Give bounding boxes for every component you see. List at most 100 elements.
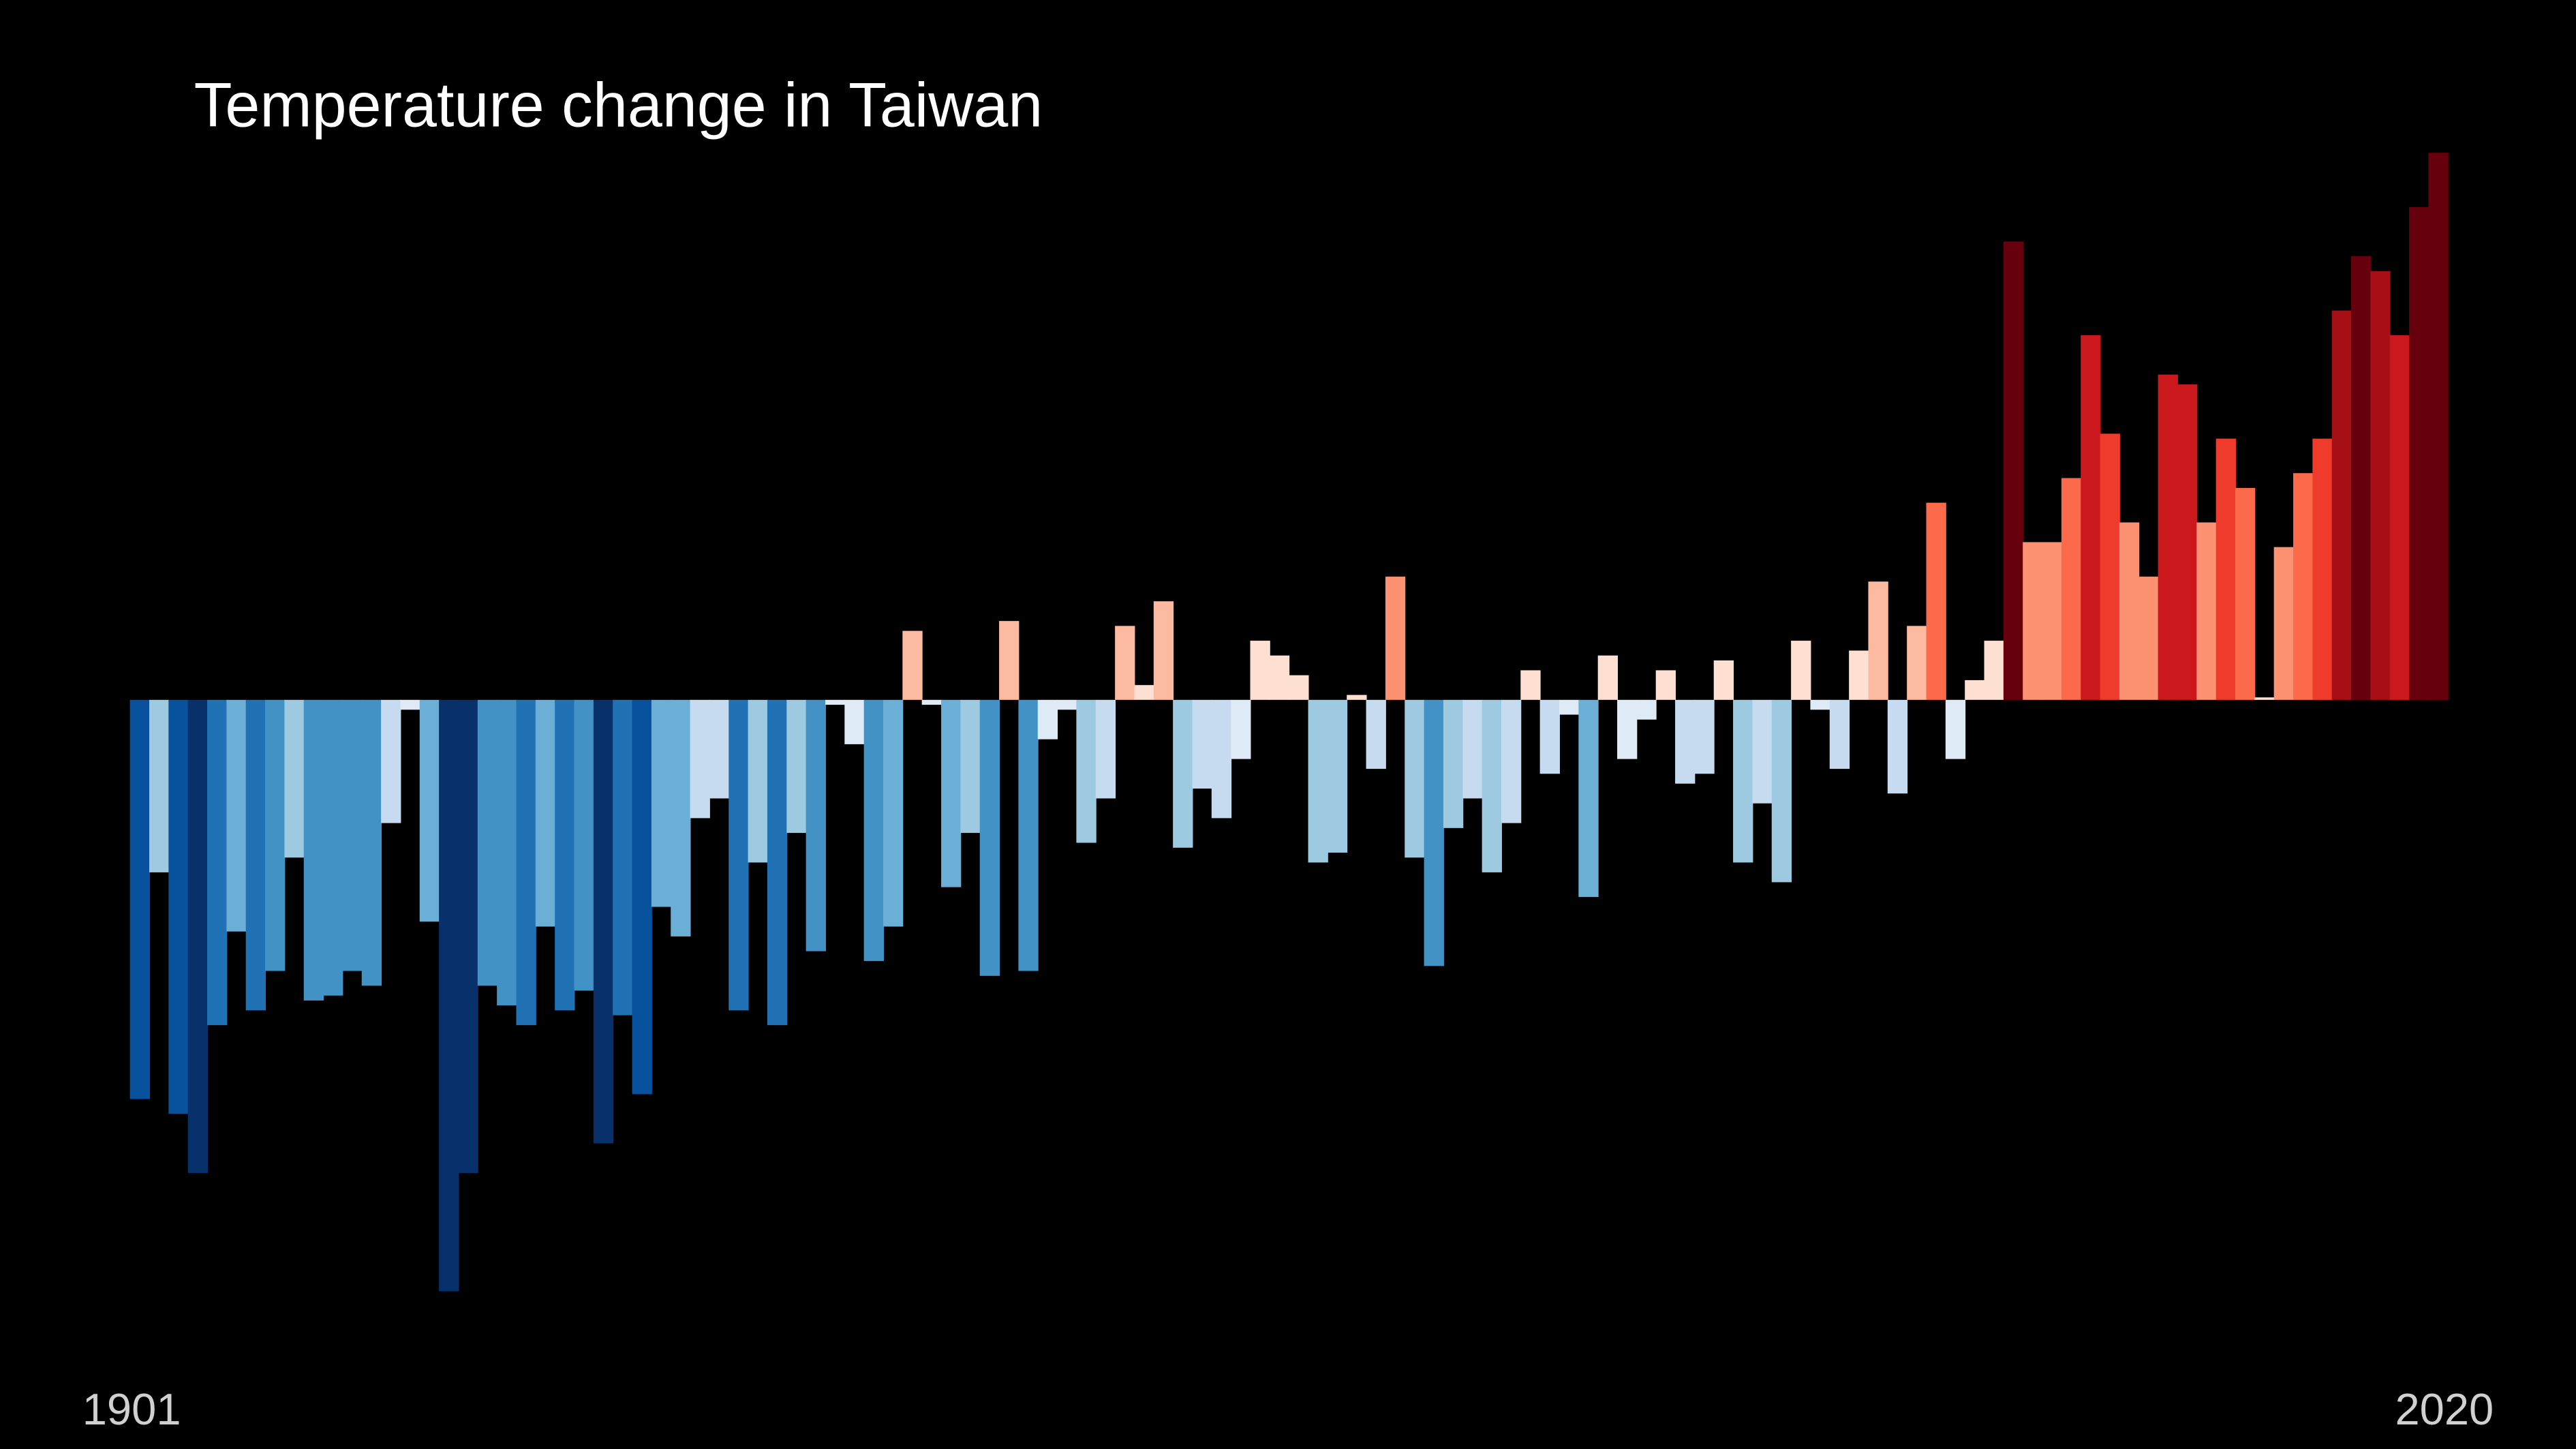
bar: [1057, 699, 1077, 710]
bar: [806, 699, 826, 951]
bar: [2409, 207, 2429, 700]
bar: [284, 699, 305, 858]
bar: [1366, 699, 1386, 769]
bar: [516, 699, 536, 1026]
bar: [323, 699, 343, 996]
bar: [941, 699, 962, 887]
bar: [1462, 699, 1483, 799]
bar: [2331, 310, 2352, 700]
bar: [2312, 438, 2333, 700]
bar: [1733, 699, 1753, 863]
bar: [245, 699, 266, 1011]
bar: [2081, 335, 2101, 700]
bar: [2042, 542, 2062, 700]
bar: [2196, 522, 2217, 700]
bar: [709, 699, 730, 799]
bar: [844, 699, 865, 744]
bar: [535, 699, 556, 927]
bar: [1520, 670, 1541, 700]
bar: [477, 699, 498, 986]
bar: [439, 699, 459, 1292]
bar: [902, 630, 923, 700]
bar: [2003, 241, 2024, 700]
bar: [2119, 522, 2140, 700]
bar: [786, 699, 807, 834]
chart-title: Temperature change in Taiwan: [194, 71, 1043, 140]
bar: [2100, 433, 2120, 700]
bar: [2177, 384, 2198, 700]
bar: [1887, 699, 1908, 794]
bar: [1752, 699, 1773, 804]
bar: [921, 699, 942, 705]
bar: [2293, 473, 2314, 700]
bar: [1405, 699, 1425, 858]
bar: [863, 699, 884, 962]
bar: [497, 699, 517, 1006]
bar: [1482, 699, 1502, 872]
bar: [2351, 256, 2372, 700]
bar: [342, 699, 363, 971]
bar: [187, 699, 208, 1174]
bar: [1810, 699, 1830, 710]
bar: [1926, 502, 1946, 700]
bar: [1443, 699, 1464, 828]
bar: [1868, 581, 1888, 700]
bar: [613, 699, 633, 1016]
bar: [1347, 695, 1367, 700]
bar: [1501, 699, 1522, 823]
bar: [149, 699, 170, 872]
bar: [1308, 699, 1328, 863]
bar: [1984, 641, 2004, 700]
bar: [1675, 699, 1696, 784]
bar: [265, 699, 286, 971]
bar: [1115, 626, 1135, 700]
bar: [1173, 699, 1193, 848]
bar: [2428, 153, 2449, 700]
bar: [361, 699, 382, 986]
bar: [1231, 699, 1251, 759]
bar: [2138, 577, 2159, 700]
bar: [1713, 660, 1734, 700]
bar: [1192, 699, 1212, 789]
bar: [1771, 699, 1792, 883]
bar: [207, 699, 228, 1026]
bar: [2215, 438, 2236, 700]
x-tick-label: 2020: [2395, 1384, 2494, 1434]
bar: [1578, 699, 1599, 898]
bar: [574, 699, 594, 991]
bar: [1385, 577, 1406, 700]
bar: [1636, 699, 1657, 720]
bar: [555, 699, 575, 1011]
bar: [1655, 670, 1676, 700]
bar: [1269, 655, 1290, 700]
bar: [1211, 699, 1232, 819]
bar: [1617, 699, 1638, 759]
bar: [1694, 699, 1715, 774]
bar: [593, 699, 614, 1144]
bar: [1539, 699, 1560, 774]
bar: [1424, 699, 1444, 966]
bar: [129, 699, 150, 1099]
bar: [303, 699, 324, 1001]
bar: [767, 699, 788, 1026]
bar: [979, 699, 1000, 976]
bar: [729, 699, 749, 1011]
bar: [1153, 601, 1174, 700]
bar: [632, 699, 652, 1095]
bar: [1829, 699, 1850, 769]
bar: [1791, 641, 1811, 700]
bar: [2273, 547, 2294, 700]
bar: [168, 699, 189, 1114]
bar: [419, 699, 440, 922]
bar: [748, 699, 768, 863]
bar: [960, 699, 981, 834]
bar: [1076, 699, 1097, 843]
bar: [999, 621, 1019, 700]
bar: [1945, 699, 1966, 759]
bar: [883, 699, 904, 927]
bar: [2235, 487, 2256, 700]
bar: [2061, 478, 2082, 700]
bar: [1559, 699, 1580, 715]
